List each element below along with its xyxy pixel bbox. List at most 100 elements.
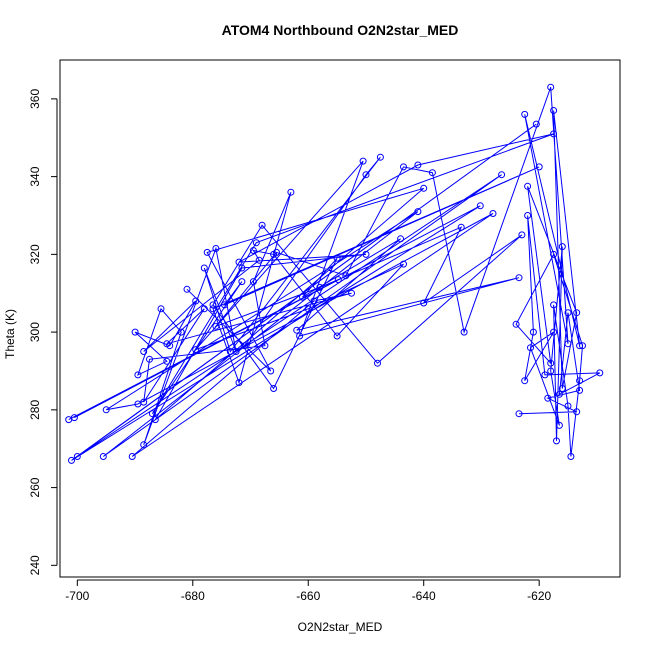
data-point (192, 297, 200, 305)
data-point (515, 410, 523, 418)
data-point (576, 386, 584, 394)
data-point (524, 182, 532, 190)
y-tick-label: 260 (28, 477, 42, 497)
y-tick-label: 340 (28, 166, 42, 186)
y-tick-label: 360 (28, 89, 42, 109)
plot-frame (59, 59, 621, 578)
y-axis-label: Theta (K) (3, 309, 17, 359)
data-point (558, 243, 566, 251)
data-point (287, 188, 295, 196)
data-point (270, 385, 278, 392)
data-point (200, 305, 208, 313)
x-tick-label: -680 (181, 589, 205, 603)
data-point (428, 169, 436, 177)
data-point (414, 208, 422, 216)
data-point (400, 163, 407, 171)
data-point (348, 289, 355, 297)
data-point (212, 245, 220, 252)
data-point (99, 453, 107, 460)
data-point (400, 260, 407, 268)
data-point (457, 223, 465, 231)
data-point (140, 398, 148, 406)
data-point (255, 256, 263, 264)
data-point (596, 369, 604, 377)
data-point (524, 212, 532, 219)
data-point (529, 328, 537, 336)
data-point (414, 161, 422, 169)
data-point (73, 453, 81, 460)
data-point (547, 83, 555, 91)
data-point (576, 342, 584, 350)
data-point (564, 309, 572, 317)
data-point (550, 130, 558, 138)
data-point (151, 416, 159, 424)
data-point (209, 301, 217, 309)
data-point (183, 285, 191, 293)
data-point (547, 359, 555, 367)
data-point (553, 437, 560, 445)
data-point (134, 371, 142, 379)
data-point (203, 248, 211, 256)
data-point (342, 272, 350, 280)
data-point (362, 171, 370, 179)
data-point (547, 367, 555, 375)
data-point (146, 355, 153, 363)
data-point (359, 157, 367, 165)
data-point (376, 153, 384, 161)
y-tick-label: 240 (28, 555, 42, 575)
data-point (68, 456, 75, 464)
data-point (232, 348, 240, 355)
data-point (512, 320, 520, 328)
x-axis: -700 -680 -660 -640 -620 (65, 579, 552, 603)
data-point (515, 274, 523, 282)
data-point (252, 239, 260, 247)
data-point (374, 359, 381, 367)
data-point (420, 299, 428, 307)
data-point (532, 120, 540, 128)
data-point (131, 328, 139, 336)
data-point (567, 453, 575, 460)
data-point (460, 328, 468, 336)
y-tick-label: 280 (28, 400, 42, 420)
data-point (521, 377, 529, 385)
data-point (157, 305, 165, 313)
data-point (249, 247, 257, 254)
data-point (70, 414, 78, 422)
data-point (550, 328, 558, 336)
data-point (235, 379, 243, 387)
x-tick-label: -640 (412, 589, 436, 603)
data-point (333, 254, 341, 262)
data-point (209, 305, 217, 313)
data-point (541, 371, 549, 379)
x-tick-label: -700 (65, 589, 89, 603)
data-point (241, 342, 249, 350)
data-point (102, 406, 110, 414)
x-axis-label: O2N2star_MED (298, 620, 383, 634)
data-point (550, 301, 558, 309)
x-tick-label: -660 (296, 589, 320, 603)
data-point (221, 301, 228, 309)
data-point (489, 210, 497, 217)
data-point (564, 340, 572, 348)
data-point (521, 110, 529, 118)
data-point (555, 421, 563, 429)
data-point (316, 283, 324, 291)
data-point (420, 184, 428, 192)
data-point (212, 322, 220, 330)
y-tick-label: 300 (28, 322, 42, 342)
data-point (579, 342, 586, 350)
series-line (68, 87, 601, 461)
data-point (238, 278, 246, 286)
data-point (573, 408, 581, 416)
data-point (148, 410, 156, 418)
data-point (273, 248, 280, 256)
data-point (535, 163, 543, 171)
data-point (527, 344, 534, 352)
series-layer (65, 83, 604, 464)
data-point (558, 385, 566, 392)
data-point (310, 297, 318, 305)
data-point (258, 221, 266, 229)
data-point (544, 394, 552, 402)
data-point (166, 342, 174, 350)
